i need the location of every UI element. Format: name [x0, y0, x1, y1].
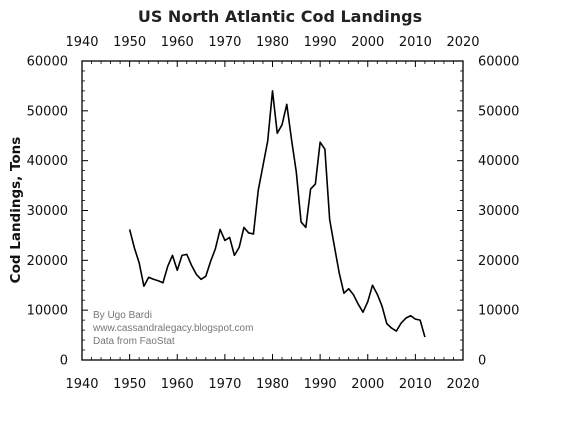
x-tick-label: 2010	[399, 377, 432, 392]
chart-title: US North Atlantic Cod Landings	[138, 7, 422, 26]
y-tick-label-right: 20000	[478, 254, 519, 269]
axis-ticks	[81, 60, 464, 361]
x-tick-label-top: 1950	[113, 35, 146, 50]
x-tick-label-top: 1970	[208, 35, 241, 50]
x-tick-label-top: 1940	[65, 35, 98, 50]
y-tick-label-right: 10000	[478, 304, 519, 319]
x-tick-label-top: 1980	[256, 35, 289, 50]
x-tick-label: 1970	[208, 377, 241, 392]
y-tick-label: 60000	[27, 55, 68, 70]
x-tick-label: 1950	[113, 377, 146, 392]
x-tick-label-top: 2000	[351, 35, 384, 50]
annotation-author: By Ugo Bardi	[93, 310, 152, 321]
x-tick-label-top: 1990	[304, 35, 337, 50]
series-layer	[128, 90, 426, 338]
y-tick-label: 0	[60, 354, 68, 369]
series-line-cod-landings	[128, 90, 426, 338]
x-tick-label: 1980	[256, 377, 289, 392]
y-axis-label: Cod Landings, Tons	[8, 137, 24, 284]
y-tick-label: 40000	[27, 154, 68, 169]
y-tick-label-right: 30000	[478, 204, 519, 219]
y-tick-label-right: 60000	[478, 55, 519, 70]
y-tick-label: 50000	[27, 104, 68, 119]
y-tick-label-right: 40000	[478, 154, 519, 169]
y-tick-label: 10000	[27, 304, 68, 319]
x-tick-label: 2000	[351, 377, 384, 392]
annotation-website: www.cassandralegacy.blogspot.com	[92, 323, 253, 334]
x-tick-label: 1990	[304, 377, 337, 392]
y-tick-label-right: 50000	[478, 104, 519, 119]
x-tick-label: 1960	[161, 377, 194, 392]
x-tick-label: 2020	[446, 377, 479, 392]
axis-tick-labels: 1940 1940 1950 1950 1960 1960 1970 1970 1980 1980…	[27, 35, 520, 392]
y-tick-label: 30000	[27, 204, 68, 219]
y-tick-label: 20000	[27, 254, 68, 269]
x-tick-label-top: 2020	[446, 35, 479, 50]
x-tick-label-top: 1960	[161, 35, 194, 50]
x-tick-label-top: 2010	[399, 35, 432, 50]
x-tick-label: 1940	[65, 377, 98, 392]
annotation-source: Data from FaoStat	[93, 336, 175, 347]
y-tick-label-right: 0	[478, 354, 486, 369]
